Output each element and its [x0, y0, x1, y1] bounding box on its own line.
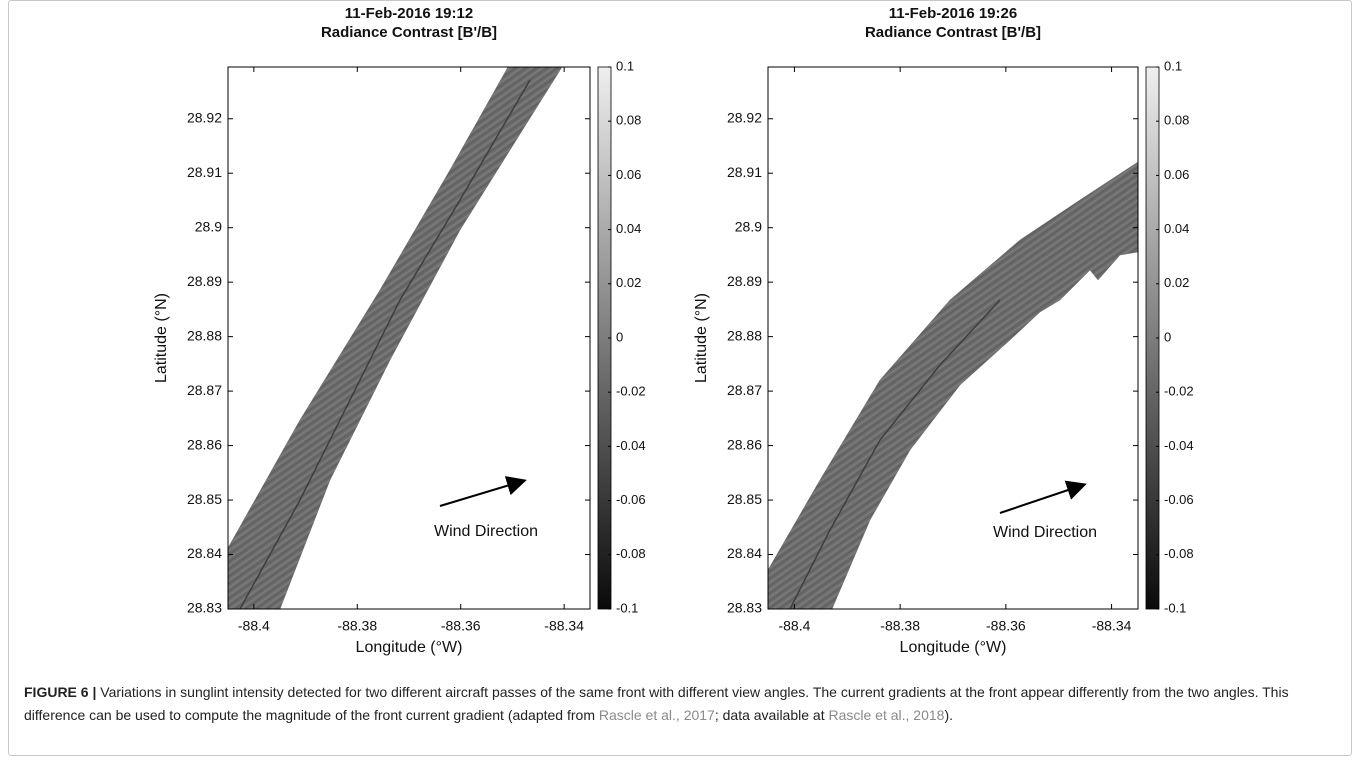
x-axis-label: Longitude (°W)	[900, 639, 1007, 656]
caption: FIGURE 6 | Variations in sunglint intens…	[24, 681, 1339, 727]
chart-subtitle: Radiance Contrast [B'/B]	[321, 24, 497, 41]
colorbar-tick-label: -0.1	[616, 600, 638, 615]
colorbar-tick-label: 0.08	[1164, 113, 1189, 128]
y-tick-label: 28.83	[187, 600, 222, 616]
y-tick-label: 28.91	[187, 164, 222, 180]
colorbar-tick-label: 0.02	[1164, 275, 1189, 290]
y-axis-label: Latitude (°N)	[153, 293, 170, 383]
caption-label: FIGURE 6 |	[24, 684, 97, 700]
annotation: Wind Direction	[434, 523, 538, 540]
citation-link[interactable]: Rascle et al., 2018	[828, 707, 945, 723]
y-axis-label: Latitude (°N)	[693, 293, 710, 383]
y-tick-label: 28.87	[187, 382, 222, 398]
y-tick-label: 28.88	[727, 327, 762, 343]
x-tick-label: -88.36	[986, 618, 1026, 634]
x-tick-label: -88.36	[441, 618, 481, 634]
y-tick-label: 28.87	[727, 382, 762, 398]
colorbar-tick-label: 0.04	[616, 221, 641, 236]
axes-box	[227, 66, 591, 610]
figure: 11-Feb-2016 19:12 Radiance Contrast [B'/B…	[153, 5, 1194, 656]
y-tick-label: 28.85	[727, 491, 762, 507]
y-tick-label: 28.84	[727, 545, 762, 561]
x-tick-label: -88.4	[238, 618, 270, 634]
caption-text: ; data available at	[714, 707, 829, 723]
wind-arrow	[439, 476, 527, 507]
colorbar-tick-label: 0.1	[616, 58, 634, 73]
colorbar-tick-label: 0	[616, 329, 623, 344]
y-tick-label: 28.91	[727, 164, 762, 180]
colorbar-tick-label: 0.1	[1164, 58, 1182, 73]
colorbar-tick-label: -0.08	[1164, 546, 1194, 561]
y-tick-label: 28.89	[727, 273, 762, 289]
figure-frame	[8, 0, 1352, 756]
colorbar-tick-label: 0.06	[1164, 167, 1189, 182]
y-tick-label: 28.88	[187, 327, 222, 343]
y-tick-label: 28.9	[195, 218, 222, 234]
colorbar-tick-label: 0.02	[616, 275, 641, 290]
y-tick-label: 28.92	[727, 109, 762, 125]
front-line	[789, 299, 1001, 610]
x-tick-label: -88.34	[544, 618, 584, 634]
colorbar-tick-label: -0.04	[616, 438, 646, 453]
x-tick-label: -88.4	[778, 618, 810, 634]
y-tick-label: 28.9	[735, 218, 762, 234]
y-tick-label: 28.83	[727, 600, 762, 616]
y-tick-label: 28.89	[187, 273, 222, 289]
colorbar-tick-label: -0.02	[1164, 384, 1194, 399]
colorbar-tick-label: 0	[1164, 329, 1171, 344]
front-line	[239, 79, 531, 610]
y-tick-label: 28.86	[727, 436, 762, 452]
annotation: Wind Direction	[993, 524, 1097, 541]
citation-link[interactable]: Rascle et al., 2017	[598, 707, 715, 723]
caption-text: ).	[944, 707, 954, 723]
wind-arrow	[999, 480, 1087, 514]
colorbar-tick-label: 0.06	[616, 167, 641, 182]
y-tick-label: 28.85	[187, 491, 222, 507]
axes-box	[767, 66, 1139, 610]
colorbar-tick-label: 0.04	[1164, 221, 1189, 236]
colorbar-tick-label: -0.06	[1164, 492, 1194, 507]
colorbar-tick-label: -0.06	[616, 492, 646, 507]
caption-text: Variations in sunglint intensity detecte…	[24, 684, 1289, 723]
x-axis-label: Longitude (°W)	[356, 639, 463, 656]
colorbar-tick-label: 0.08	[616, 113, 641, 128]
x-tick-label: -88.38	[880, 618, 920, 634]
chart-title: 11-Feb-2016 19:26	[889, 5, 1017, 22]
colorbar-tick-label: -0.02	[616, 384, 646, 399]
y-tick-label: 28.92	[187, 109, 222, 125]
colorbar-tick-label: -0.04	[1164, 438, 1194, 453]
x-tick-label: -88.34	[1092, 618, 1132, 634]
colorbar-tick-label: -0.1	[1164, 600, 1186, 615]
y-tick-label: 28.86	[187, 436, 222, 452]
chart-subtitle: Radiance Contrast [B'/B]	[865, 24, 1041, 41]
colorbar-tick-label: -0.08	[616, 546, 646, 561]
sunglint-swath	[767, 161, 1139, 610]
chart-title: 11-Feb-2016 19:12	[345, 5, 473, 22]
x-tick-label: -88.38	[337, 618, 377, 634]
y-tick-label: 28.84	[187, 545, 222, 561]
